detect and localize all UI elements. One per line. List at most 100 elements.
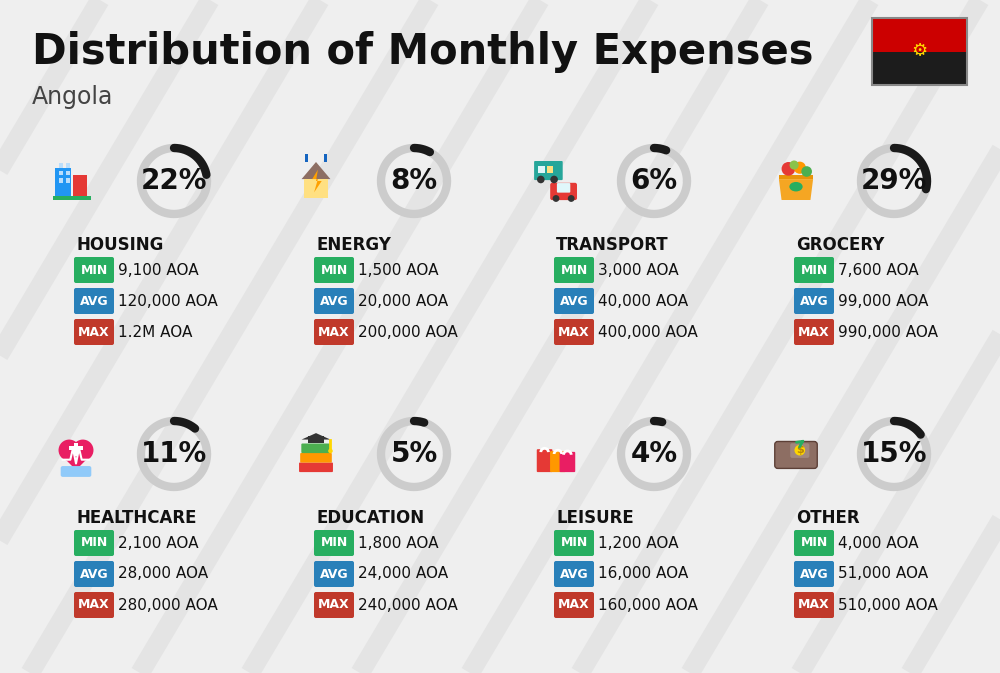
Polygon shape: [302, 162, 330, 179]
Text: AVG: AVG: [800, 567, 828, 581]
Text: 11%: 11%: [141, 440, 207, 468]
Text: 7,600 AOA: 7,600 AOA: [838, 262, 919, 277]
Text: 6%: 6%: [630, 167, 678, 195]
Text: MAX: MAX: [798, 598, 830, 612]
Text: TRANSPORT: TRANSPORT: [556, 236, 669, 254]
Circle shape: [550, 176, 558, 183]
Text: 24,000 AOA: 24,000 AOA: [358, 567, 448, 581]
FancyBboxPatch shape: [74, 592, 114, 618]
Circle shape: [794, 162, 806, 174]
FancyBboxPatch shape: [872, 52, 967, 85]
Text: 99,000 AOA: 99,000 AOA: [838, 293, 928, 308]
Text: AVG: AVG: [320, 295, 348, 308]
Text: MIN: MIN: [80, 536, 108, 549]
FancyBboxPatch shape: [554, 530, 594, 556]
Polygon shape: [59, 453, 93, 470]
FancyBboxPatch shape: [66, 178, 70, 183]
Text: 16,000 AOA: 16,000 AOA: [598, 567, 688, 581]
Text: 200,000 AOA: 200,000 AOA: [358, 324, 458, 339]
Polygon shape: [779, 179, 813, 200]
Text: 1,200 AOA: 1,200 AOA: [598, 536, 678, 551]
Text: 8%: 8%: [390, 167, 438, 195]
Text: 3,000 AOA: 3,000 AOA: [598, 262, 679, 277]
Ellipse shape: [789, 182, 803, 191]
Text: MAX: MAX: [798, 326, 830, 339]
Text: 5%: 5%: [390, 440, 438, 468]
Circle shape: [72, 439, 93, 461]
Text: 29%: 29%: [861, 167, 927, 195]
FancyBboxPatch shape: [73, 175, 87, 200]
FancyBboxPatch shape: [304, 179, 328, 198]
FancyBboxPatch shape: [560, 452, 575, 472]
Text: 20,000 AOA: 20,000 AOA: [358, 293, 448, 308]
FancyBboxPatch shape: [775, 441, 817, 468]
FancyBboxPatch shape: [74, 319, 114, 345]
Text: AVG: AVG: [560, 567, 588, 581]
Text: 1,800 AOA: 1,800 AOA: [358, 536, 438, 551]
FancyBboxPatch shape: [794, 257, 834, 283]
FancyBboxPatch shape: [74, 443, 78, 456]
FancyBboxPatch shape: [790, 444, 809, 458]
Text: MAX: MAX: [78, 326, 110, 339]
FancyBboxPatch shape: [779, 174, 813, 179]
Text: 51,000 AOA: 51,000 AOA: [838, 567, 928, 581]
Text: 400,000 AOA: 400,000 AOA: [598, 324, 698, 339]
Text: AVG: AVG: [560, 295, 588, 308]
FancyBboxPatch shape: [74, 530, 114, 556]
Text: OTHER: OTHER: [796, 509, 860, 527]
FancyBboxPatch shape: [550, 183, 577, 200]
FancyBboxPatch shape: [74, 257, 114, 283]
Text: 22%: 22%: [141, 167, 207, 195]
Text: MAX: MAX: [558, 598, 590, 612]
Text: 4,000 AOA: 4,000 AOA: [838, 536, 919, 551]
Circle shape: [794, 445, 805, 456]
FancyBboxPatch shape: [300, 453, 332, 462]
FancyBboxPatch shape: [314, 257, 354, 283]
Text: ENERGY: ENERGY: [316, 236, 391, 254]
Text: 280,000 AOA: 280,000 AOA: [118, 598, 218, 612]
Text: MAX: MAX: [318, 598, 350, 612]
Text: 4%: 4%: [630, 440, 678, 468]
Text: LEISURE: LEISURE: [556, 509, 634, 527]
FancyBboxPatch shape: [314, 530, 354, 556]
FancyBboxPatch shape: [554, 288, 594, 314]
FancyBboxPatch shape: [314, 561, 354, 587]
Text: MAX: MAX: [78, 598, 110, 612]
Text: MAX: MAX: [318, 326, 350, 339]
Text: 990,000 AOA: 990,000 AOA: [838, 324, 938, 339]
Text: 1,500 AOA: 1,500 AOA: [358, 262, 438, 277]
Text: MAX: MAX: [558, 326, 590, 339]
Text: AVG: AVG: [320, 567, 348, 581]
FancyBboxPatch shape: [554, 592, 594, 618]
FancyBboxPatch shape: [66, 171, 70, 175]
FancyBboxPatch shape: [55, 168, 71, 200]
Text: Distribution of Monthly Expenses: Distribution of Monthly Expenses: [32, 31, 814, 73]
Text: 120,000 AOA: 120,000 AOA: [118, 293, 218, 308]
Circle shape: [801, 166, 812, 177]
FancyBboxPatch shape: [550, 451, 566, 472]
FancyBboxPatch shape: [299, 462, 333, 472]
Text: GROCERY: GROCERY: [796, 236, 884, 254]
FancyBboxPatch shape: [794, 288, 834, 314]
FancyBboxPatch shape: [305, 154, 308, 162]
Text: Angola: Angola: [32, 85, 113, 109]
FancyBboxPatch shape: [59, 178, 63, 183]
FancyBboxPatch shape: [554, 257, 594, 283]
Text: MIN: MIN: [560, 536, 588, 549]
Text: AVG: AVG: [800, 295, 828, 308]
Text: MIN: MIN: [80, 264, 108, 277]
FancyBboxPatch shape: [324, 154, 327, 162]
FancyBboxPatch shape: [794, 530, 834, 556]
Text: MIN: MIN: [800, 264, 828, 277]
Text: AVG: AVG: [80, 295, 108, 308]
FancyBboxPatch shape: [314, 592, 354, 618]
Text: 240,000 AOA: 240,000 AOA: [358, 598, 458, 612]
FancyBboxPatch shape: [53, 197, 91, 200]
Text: MIN: MIN: [800, 536, 828, 549]
FancyBboxPatch shape: [547, 166, 553, 174]
FancyBboxPatch shape: [538, 166, 545, 174]
FancyBboxPatch shape: [66, 163, 70, 168]
Polygon shape: [312, 170, 322, 192]
Text: MIN: MIN: [560, 264, 588, 277]
Text: 15%: 15%: [861, 440, 927, 468]
